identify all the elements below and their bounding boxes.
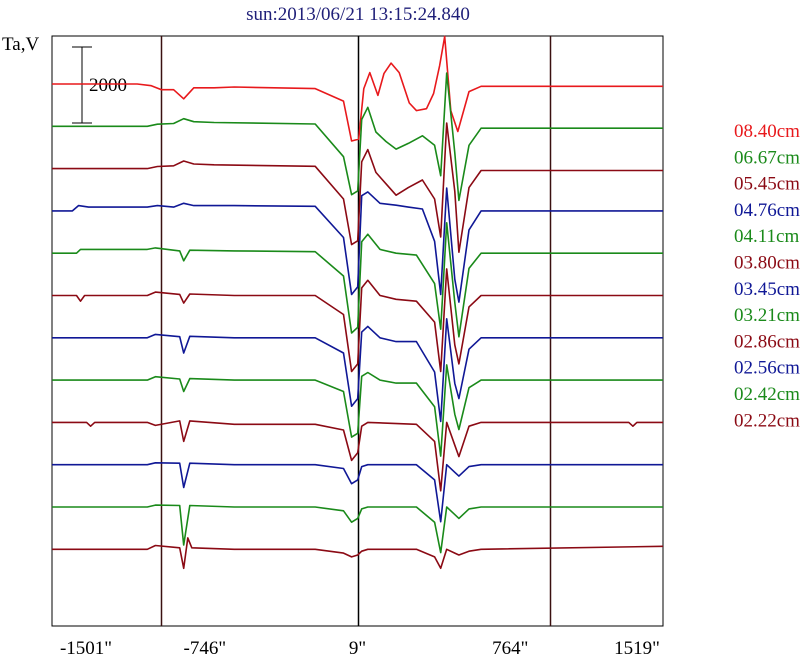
plot-frame: [51, 35, 664, 627]
vertical-markers: [160, 36, 552, 626]
x-tick-label: 9": [349, 638, 366, 659]
legend-entry: 02.22cm: [734, 410, 800, 431]
series-line-03.21cm: [52, 364, 663, 457]
x-tick-label: -746": [184, 638, 227, 659]
series-line-04.76cm: [52, 187, 663, 303]
series-line-02.56cm: [52, 462, 663, 523]
legend-entry: 02.86cm: [734, 331, 800, 352]
x-tick-label: 764": [492, 638, 528, 659]
legend-entry: 03.45cm: [734, 279, 800, 300]
legend: 08.40cm 06.67cm 05.45cm 04.76cm 04.11cm 03.80…: [734, 121, 800, 431]
series-line-08.40cm: [52, 35, 663, 142]
series-line-02.22cm: [52, 537, 664, 570]
series-line-02.42cm: [52, 504, 663, 554]
series-line-05.45cm: [52, 122, 663, 253]
series-line-02.86cm: [52, 420, 663, 492]
x-tick-label: -1501": [60, 638, 112, 659]
legend-entry: 02.42cm: [734, 384, 800, 405]
legend-entry: 02.56cm: [734, 358, 800, 379]
scale-bar: 2000: [72, 46, 127, 124]
legend-entry: 06.67cm: [734, 147, 800, 168]
legend-entry: 03.21cm: [734, 305, 800, 326]
series-group: [52, 35, 664, 570]
x-tick-label: 1519": [614, 638, 660, 659]
legend-entry: 04.76cm: [734, 200, 800, 221]
series-line-03.80cm: [52, 268, 663, 373]
series-line-04.11cm: [52, 222, 663, 338]
series-line-06.67cm: [52, 72, 663, 202]
legend-entry: 03.80cm: [734, 253, 800, 274]
legend-entry: 08.40cm: [734, 121, 800, 142]
chart-title: sun:2013/06/21 13:15:24.840: [246, 4, 470, 25]
scale-bar-label: 2000: [89, 75, 127, 96]
legend-entry: 04.11cm: [734, 226, 799, 247]
series-line-03.45cm: [52, 318, 663, 423]
legend-entry: 05.45cm: [734, 174, 800, 195]
y-axis-label: Ta,V: [2, 34, 39, 55]
x-tick-labels: -1501" -746" 9" 764" 1519": [60, 638, 660, 659]
